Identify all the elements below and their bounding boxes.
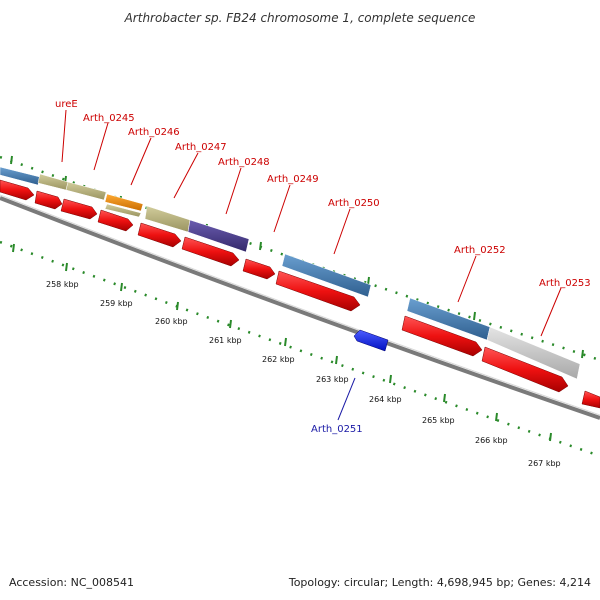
gene-arrow[interactable]	[0, 179, 35, 201]
gene-label[interactable]: Arth_0247	[175, 142, 227, 153]
kbp-label: 266 kbp	[475, 436, 508, 445]
kbp-label: 260 kbp	[155, 317, 188, 326]
feature-block-purple[interactable]	[187, 219, 250, 253]
gene-arrow[interactable]	[581, 390, 600, 409]
feature-block-orange[interactable]	[104, 193, 144, 212]
lower-tick-track	[0, 240, 600, 458]
feature-block-khaki[interactable]	[104, 203, 142, 218]
sequence-backbone-highlight	[0, 194, 600, 416]
map-title: Arthrobacter sp. FB24 chromosome 1, comp…	[124, 11, 476, 25]
kbp-label: 258 kbp	[46, 280, 79, 289]
kbp-label: 264 kbp	[369, 395, 402, 404]
gene-label[interactable]: Arth_0245	[83, 113, 135, 124]
kbp-label: 259 kbp	[100, 299, 133, 308]
topology-text: Topology: circular; Length: 4,698,945 bp…	[288, 576, 591, 589]
feature-band	[0, 166, 581, 380]
kbp-label: 263 kbp	[316, 375, 349, 384]
gene-arrow-reverse[interactable]	[353, 329, 389, 352]
gene-arrow[interactable]	[137, 222, 182, 248]
gene-arrow[interactable]	[34, 190, 63, 210]
lower-major-ticks	[12, 243, 552, 442]
kbp-label: 267 kbp	[528, 459, 561, 468]
feature-block-khaki[interactable]	[65, 181, 107, 201]
gene-label[interactable]: Arth_0249	[267, 174, 319, 185]
gene-label[interactable]: Arth_0248	[218, 157, 270, 168]
gene-label[interactable]: Arth_0253	[539, 278, 591, 289]
gene-arrow[interactable]	[275, 270, 361, 312]
gene-label[interactable]: ureE	[55, 99, 78, 110]
upper-major-ticks	[10, 155, 584, 359]
feature-block-steelblue[interactable]	[0, 166, 41, 186]
gene-label[interactable]: Arth_0246	[128, 127, 180, 138]
gene-arrow[interactable]	[481, 346, 569, 393]
upper-tick-track	[0, 155, 600, 362]
accession-text: Accession: NC_008541	[9, 576, 134, 589]
gene-arrow[interactable]	[60, 198, 98, 220]
gene-label[interactable]: Arth_0250	[328, 198, 380, 209]
gene-label[interactable]: Arth_0251	[311, 424, 363, 435]
sequence-backbone-line	[0, 196, 600, 420]
gene-arrow[interactable]	[181, 236, 240, 267]
kbp-label: 265 kbp	[422, 416, 455, 425]
gene-arrow[interactable]	[242, 258, 276, 280]
label-leader-blue	[337, 377, 356, 421]
feature-block-steelblue[interactable]	[281, 253, 372, 298]
feature-block-grey[interactable]	[486, 326, 581, 380]
label-leaders	[61, 109, 562, 337]
kbp-label: 262 kbp	[262, 355, 295, 364]
gene-label[interactable]: Arth_0252	[454, 245, 506, 256]
gene-arrow[interactable]	[401, 315, 483, 357]
kbp-label: 261 kbp	[209, 336, 242, 345]
gene-arrow[interactable]	[97, 209, 134, 232]
forward-genes	[0, 179, 600, 409]
